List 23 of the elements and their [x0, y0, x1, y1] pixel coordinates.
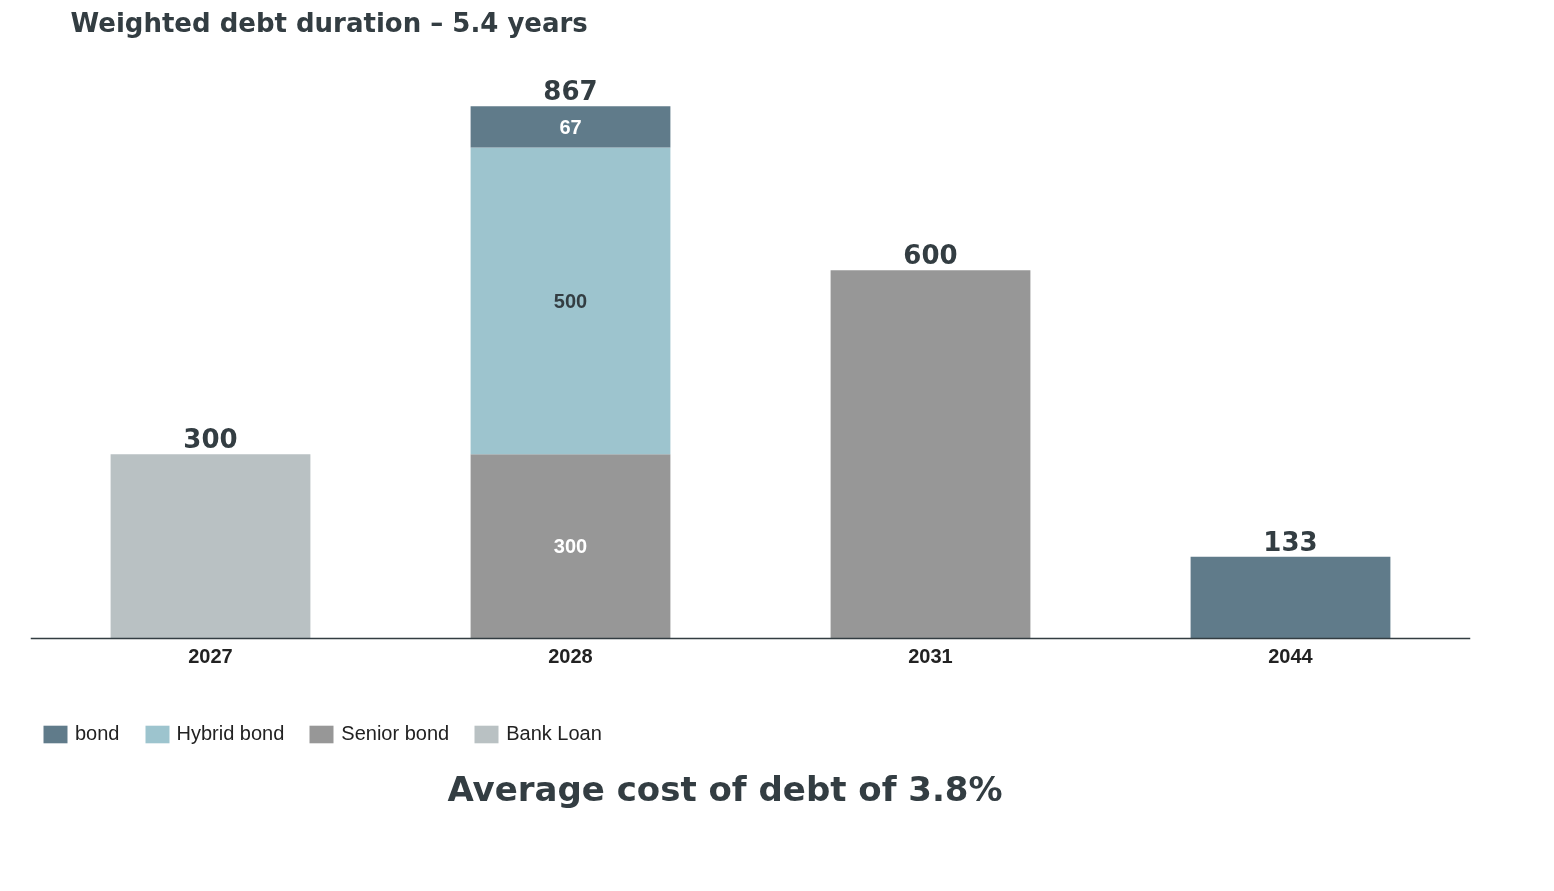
- data-label: 67: [559, 115, 582, 138]
- total-label: 600: [903, 240, 958, 271]
- bar: [470, 147, 671, 455]
- legend-label: Hybrid bond: [176, 722, 285, 745]
- x-tick-label: 2027: [188, 645, 233, 668]
- bar: [470, 454, 671, 639]
- bar: [1190, 556, 1391, 639]
- legend-label: Senior bond: [341, 722, 450, 745]
- bar: [470, 106, 671, 148]
- x-tick-label: 2044: [1268, 645, 1314, 668]
- x-tick-label: 2028: [548, 645, 593, 668]
- data-label: 300: [553, 535, 588, 558]
- total-label: 133: [1263, 526, 1318, 557]
- bar: [830, 270, 1031, 639]
- legend-label: bond: [75, 722, 120, 745]
- bar: [110, 454, 311, 639]
- data-label: 500: [553, 289, 588, 312]
- chart-title: Weighted debt duration – 5.4 years: [70, 7, 588, 38]
- total-label: 300: [183, 424, 238, 455]
- x-tick-label: 2031: [908, 645, 953, 668]
- total-label: 867: [543, 76, 598, 107]
- legend-label: Bank Loan: [506, 722, 602, 745]
- text: Average cost of debt of 3.8%: [447, 768, 1003, 811]
